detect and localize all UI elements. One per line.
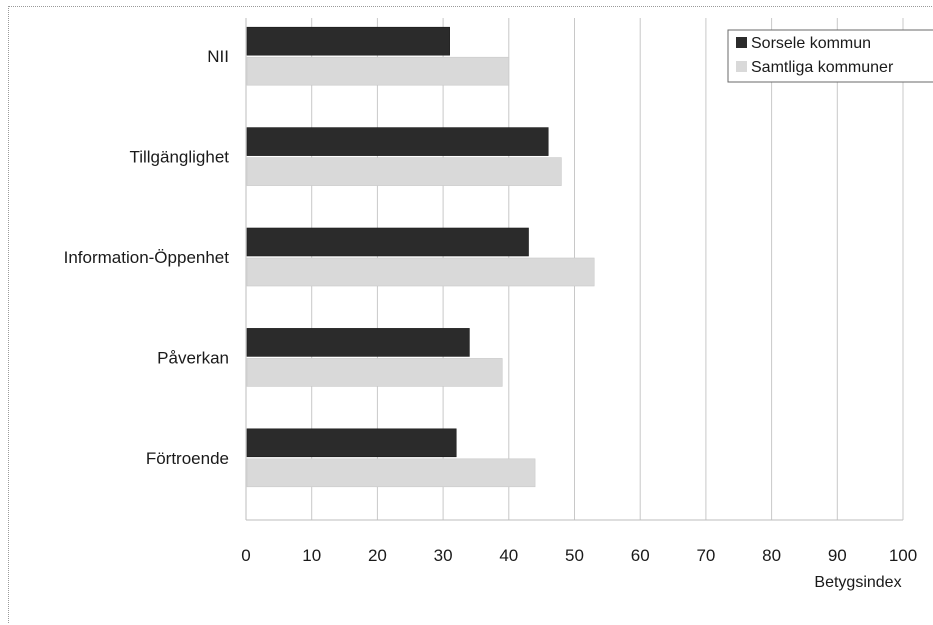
bar-sorsele <box>246 428 457 458</box>
legend: Sorsele kommun Samtliga kommuner <box>727 29 933 83</box>
legend-label-samtliga: Samtliga kommuner <box>751 59 894 76</box>
x-tick-labels: 0 10 20 30 40 50 60 70 80 90 100 <box>241 546 917 565</box>
x-tick-label: 10 <box>302 546 321 565</box>
legend-label-sorsele: Sorsele kommun <box>751 35 871 52</box>
category-labels: NII Tillgänglighet Information-Öppenhet Påv… <box>64 47 230 468</box>
category-label: Påverkan <box>157 348 229 367</box>
x-tick-label: 50 <box>565 546 584 565</box>
category-label: Tillgänglighet <box>129 148 229 167</box>
category-label: NII <box>207 47 229 66</box>
x-tick-label: 20 <box>368 546 387 565</box>
x-tick-label: 80 <box>762 546 781 565</box>
bar-sorsele <box>246 328 470 357</box>
bar-samtliga <box>246 358 503 387</box>
category-label: Förtroende <box>146 449 229 468</box>
x-tick-label: 60 <box>631 546 650 565</box>
legend-swatch-samtliga <box>736 61 747 72</box>
x-axis-title: Betygsindex <box>814 574 901 591</box>
legend-box <box>727 29 933 83</box>
legend-swatch-sorsele <box>736 37 747 48</box>
x-tick-label: 0 <box>241 546 250 565</box>
chart-frame <box>8 6 932 623</box>
bar-sorsele <box>246 26 450 56</box>
bars <box>246 26 595 488</box>
x-tick-label: 30 <box>434 546 453 565</box>
x-tick-label: 40 <box>499 546 518 565</box>
category-label: Information-Öppenhet <box>64 248 230 267</box>
bar-samtliga <box>246 56 510 86</box>
x-tick-label: 70 <box>696 546 715 565</box>
bar-samtliga <box>246 458 536 488</box>
x-tick-label: 100 <box>889 546 917 565</box>
x-tick-label: 90 <box>828 546 847 565</box>
x-axis <box>245 18 903 521</box>
bar-sorsele <box>246 127 549 156</box>
bar-samtliga <box>246 257 595 287</box>
bar-samtliga <box>246 157 562 186</box>
bar-sorsele <box>246 227 529 257</box>
